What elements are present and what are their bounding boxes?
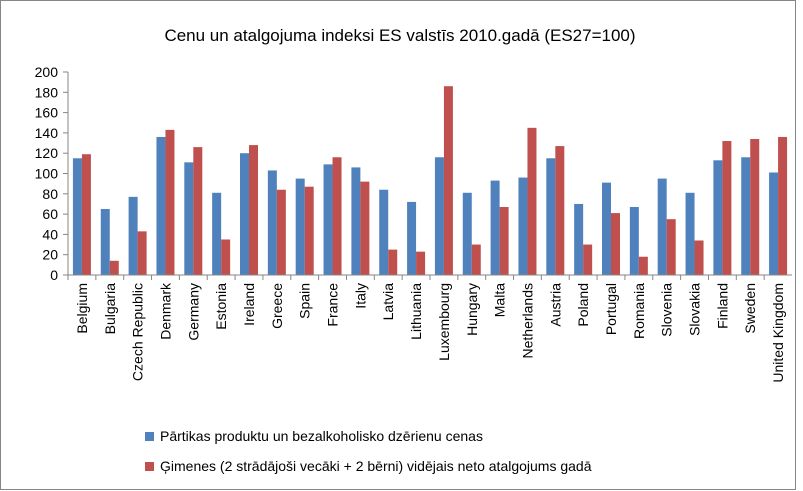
bar — [240, 153, 249, 275]
x-tick-label: Germany — [185, 283, 201, 341]
y-tick-label: 200 — [35, 64, 59, 80]
bar — [750, 138, 760, 275]
x-tick-label: Slovakia — [687, 283, 703, 336]
x-tick-label: Greece — [269, 283, 285, 329]
bar — [769, 172, 779, 275]
bar — [602, 182, 611, 275]
bar — [490, 180, 500, 275]
x-tick-label: Italy — [352, 283, 368, 309]
x-tick-label: Finland — [714, 283, 730, 329]
bar — [574, 203, 584, 275]
bar — [629, 206, 639, 275]
bar — [416, 251, 426, 275]
bar — [778, 136, 788, 275]
x-tick-label: Austria — [547, 283, 563, 327]
legend-label: Pārtikas produktu un bezalkoholisko dzēr… — [160, 428, 483, 444]
bar — [583, 244, 593, 275]
y-tick-label: 60 — [42, 206, 58, 222]
bar — [360, 181, 370, 275]
bar — [295, 178, 305, 275]
y-tick-label: 140 — [35, 125, 59, 141]
x-tick-label: Lithuania — [408, 283, 424, 340]
bar — [518, 177, 528, 275]
x-tick-label: Poland — [575, 283, 591, 327]
bar — [165, 129, 175, 275]
legend-swatch — [145, 432, 154, 441]
x-tick-label: Bulgaria — [102, 283, 118, 335]
bar — [193, 147, 203, 275]
bar — [100, 209, 110, 275]
y-tick-label: 160 — [35, 105, 59, 121]
bar — [666, 219, 676, 275]
y-tick-label: 0 — [50, 267, 58, 283]
x-tick-label: Malta — [492, 283, 508, 317]
x-tick-label: Luxembourg — [436, 283, 452, 361]
chart-title: Cenu un atalgojuma indeksi ES valstīs 20… — [164, 26, 635, 45]
y-tick-label: 100 — [35, 166, 59, 182]
y-tick-label: 80 — [42, 186, 58, 202]
x-tick-label: Spain — [297, 283, 313, 319]
bar — [81, 154, 91, 275]
bar — [109, 260, 119, 275]
x-tick-label: United Kingdom — [770, 283, 786, 383]
x-tick-label: Hungary — [464, 283, 480, 336]
bar — [499, 206, 509, 275]
bar — [462, 192, 472, 275]
bar — [471, 244, 481, 275]
x-tick-label: Czech Republic — [130, 283, 146, 381]
y-tick-label: 180 — [35, 84, 59, 100]
x-tick-label: Latvia — [380, 283, 396, 321]
x-tick-label: Slovenia — [659, 283, 675, 337]
bar — [184, 162, 194, 275]
bar — [379, 189, 389, 275]
x-tick-label: Netherlands — [519, 283, 535, 359]
x-tick-label: Belgium — [74, 283, 90, 334]
bar — [304, 186, 314, 275]
x-tick-label: Ireland — [241, 283, 257, 326]
bar — [332, 157, 342, 275]
y-tick-label: 20 — [42, 247, 58, 263]
bar — [72, 158, 82, 275]
bar — [713, 160, 723, 275]
bar — [249, 145, 258, 275]
x-tick-label: Sweden — [742, 283, 758, 334]
bar — [741, 157, 751, 275]
bar — [388, 249, 398, 275]
bar — [267, 170, 277, 275]
y-tick-label: 40 — [42, 226, 58, 242]
bar — [611, 213, 620, 275]
bar — [221, 239, 231, 275]
bar — [407, 201, 417, 275]
bar — [137, 231, 147, 275]
bar — [657, 178, 667, 275]
x-tick-label: Estonia — [213, 283, 229, 330]
bar — [212, 192, 222, 275]
bar — [276, 189, 286, 275]
x-tick-label: Portugal — [603, 283, 619, 335]
x-tick-label: Romania — [631, 283, 647, 339]
x-tick-label: Denmark — [157, 282, 173, 340]
bar — [555, 146, 565, 275]
bar — [128, 196, 138, 275]
bar — [638, 256, 648, 275]
bar — [156, 136, 166, 275]
bar — [434, 157, 444, 275]
bar — [685, 192, 695, 275]
y-tick-label: 120 — [35, 145, 59, 161]
bar — [443, 86, 453, 276]
legend-label: Ģimenes (2 strādājoši vecāki + 2 bērni) … — [160, 458, 592, 474]
bar — [323, 164, 333, 275]
legend-swatch — [145, 462, 154, 471]
x-tick-label: France — [325, 283, 341, 327]
bar — [546, 158, 556, 275]
bar — [722, 141, 732, 275]
bar — [694, 240, 704, 275]
bar — [527, 127, 537, 275]
bar — [351, 167, 361, 275]
